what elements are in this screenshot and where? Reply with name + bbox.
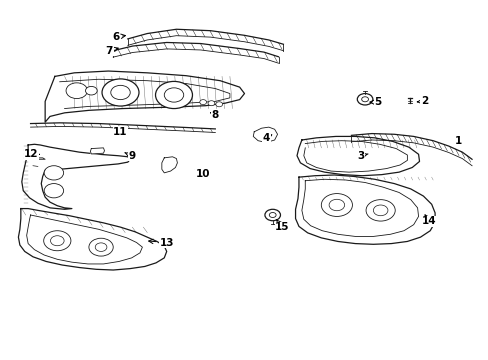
Polygon shape <box>295 175 434 244</box>
Text: 1: 1 <box>454 136 461 146</box>
Polygon shape <box>301 179 418 237</box>
Circle shape <box>164 88 183 102</box>
Text: 10: 10 <box>195 168 210 179</box>
Circle shape <box>111 85 130 100</box>
Text: 15: 15 <box>275 220 289 232</box>
Polygon shape <box>90 148 104 154</box>
Circle shape <box>200 100 206 105</box>
Circle shape <box>264 209 280 221</box>
Polygon shape <box>22 144 130 209</box>
Text: 12: 12 <box>24 149 39 159</box>
Circle shape <box>215 102 222 107</box>
Polygon shape <box>27 215 142 264</box>
Polygon shape <box>19 208 166 270</box>
Circle shape <box>44 184 63 198</box>
Text: 11: 11 <box>113 127 127 137</box>
Text: 8: 8 <box>210 110 219 120</box>
Circle shape <box>95 243 107 251</box>
Polygon shape <box>162 157 177 173</box>
Circle shape <box>102 79 139 106</box>
Polygon shape <box>296 136 419 176</box>
Circle shape <box>328 199 344 211</box>
Circle shape <box>321 194 352 216</box>
Text: 4: 4 <box>262 133 271 143</box>
Circle shape <box>85 86 97 95</box>
Circle shape <box>89 238 113 256</box>
Polygon shape <box>45 71 244 122</box>
Text: 2: 2 <box>416 96 427 107</box>
Circle shape <box>50 236 64 246</box>
Circle shape <box>372 205 387 216</box>
Circle shape <box>43 231 71 251</box>
Circle shape <box>207 101 214 106</box>
Text: 3: 3 <box>357 151 367 161</box>
Circle shape <box>66 83 87 99</box>
Circle shape <box>269 212 276 217</box>
Circle shape <box>366 200 394 221</box>
Text: 14: 14 <box>421 215 436 226</box>
Text: 7: 7 <box>105 46 118 56</box>
Text: 9: 9 <box>125 151 135 161</box>
Circle shape <box>361 97 368 102</box>
Circle shape <box>357 94 372 105</box>
Text: 6: 6 <box>112 32 125 42</box>
Circle shape <box>44 166 63 180</box>
Polygon shape <box>253 127 277 143</box>
Circle shape <box>155 81 192 109</box>
Text: 5: 5 <box>369 97 381 107</box>
Text: 13: 13 <box>148 238 174 248</box>
